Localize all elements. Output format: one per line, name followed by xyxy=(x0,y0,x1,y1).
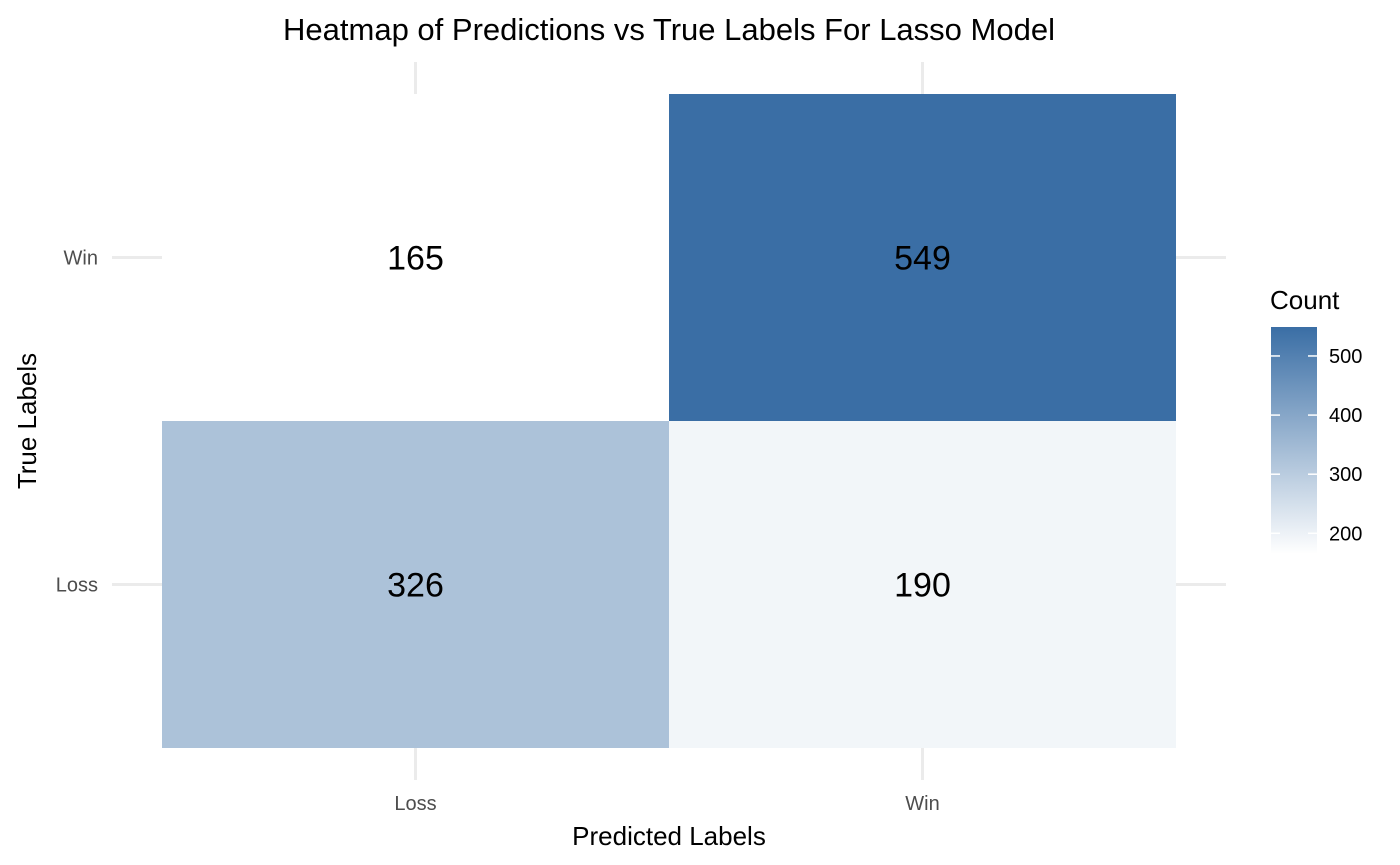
y-axis-title: True Labels xyxy=(12,353,42,489)
legend-colorbar xyxy=(1271,327,1317,554)
y-tick-label: Win xyxy=(64,248,98,270)
legend-tick-label: 500 xyxy=(1329,346,1362,368)
x-tick-label: Win xyxy=(905,793,939,815)
cell-value-label: 549 xyxy=(894,240,951,278)
legend-tick-label: 200 xyxy=(1329,523,1362,545)
y-tick-label: Loss xyxy=(56,575,98,597)
cell-value-labels: 165 549 326 190 xyxy=(387,240,951,605)
cell-value-label: 165 xyxy=(387,240,444,278)
heatmap-cell xyxy=(669,94,1176,421)
chart-title: Heatmap of Predictions vs True Labels Fo… xyxy=(283,12,1055,47)
legend-tick-label: 300 xyxy=(1329,464,1362,486)
heatmap-cells xyxy=(162,94,1176,748)
cell-value-label: 326 xyxy=(387,567,444,605)
legend-title: Count xyxy=(1270,285,1340,315)
heatmap-cell xyxy=(162,421,669,748)
color-legend: Count 200 300 400 500 xyxy=(1270,285,1362,554)
heatmap-cell xyxy=(162,94,669,421)
x-axis-title: Predicted Labels xyxy=(572,821,766,851)
heatmap-cell xyxy=(669,421,1176,748)
legend-tick-label: 400 xyxy=(1329,405,1362,427)
legend-ticks: 200 300 400 500 xyxy=(1271,346,1362,545)
x-tick-label: Loss xyxy=(394,793,436,815)
cell-value-label: 190 xyxy=(894,567,951,605)
axis-tick-labels: Loss Win Loss Win xyxy=(56,248,940,816)
